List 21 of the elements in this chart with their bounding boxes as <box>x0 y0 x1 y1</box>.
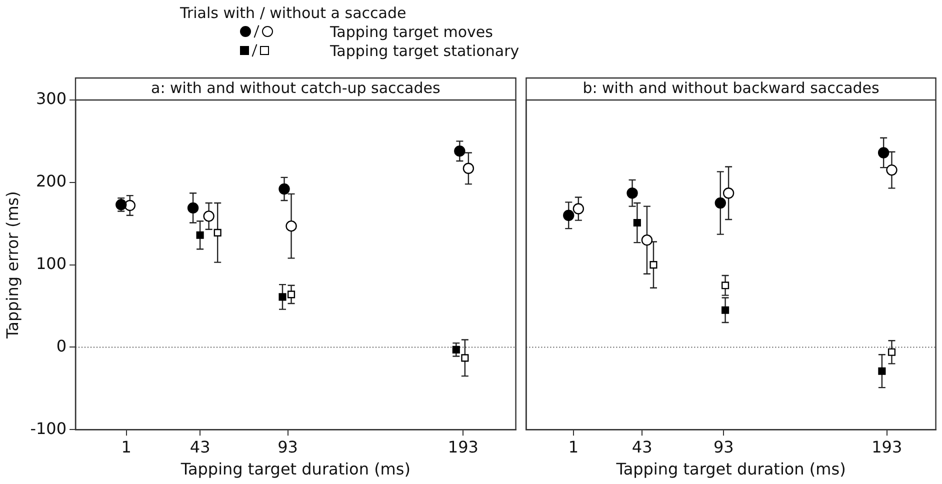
x-tick-label: 43 <box>632 437 652 456</box>
chart-title: b: with and without backward saccades <box>582 78 880 97</box>
x-tick-label: 193 <box>872 437 902 456</box>
text: Tapping target moves <box>330 22 493 40</box>
text: Tapping target stationary <box>330 42 520 60</box>
chart-title: a: with and without catch-up saccades <box>151 78 440 97</box>
y-tick-label: 100 <box>36 254 67 273</box>
y-tick-label: 200 <box>36 172 67 191</box>
x-tick-label: 43 <box>190 437 210 456</box>
legend-title: Trials with / without a saccade <box>180 4 408 22</box>
y-axis-title: Tapping error (ms) <box>2 191 22 340</box>
x-axis-title: Tapping target duration (ms) <box>180 460 410 479</box>
y-tick-label: 0 <box>56 336 67 356</box>
x-axis-title: Tapping target duration (ms) <box>615 460 846 479</box>
y-tick-label: -100 <box>30 418 67 438</box>
x-tick-label: 193 <box>448 437 478 456</box>
x-tick-label: 93 <box>713 437 734 456</box>
x-tick-label: 1 <box>568 437 579 456</box>
x-tick-label: 1 <box>121 437 132 456</box>
x-tick-label: 93 <box>278 437 298 456</box>
y-tick-label: 300 <box>36 89 67 108</box>
